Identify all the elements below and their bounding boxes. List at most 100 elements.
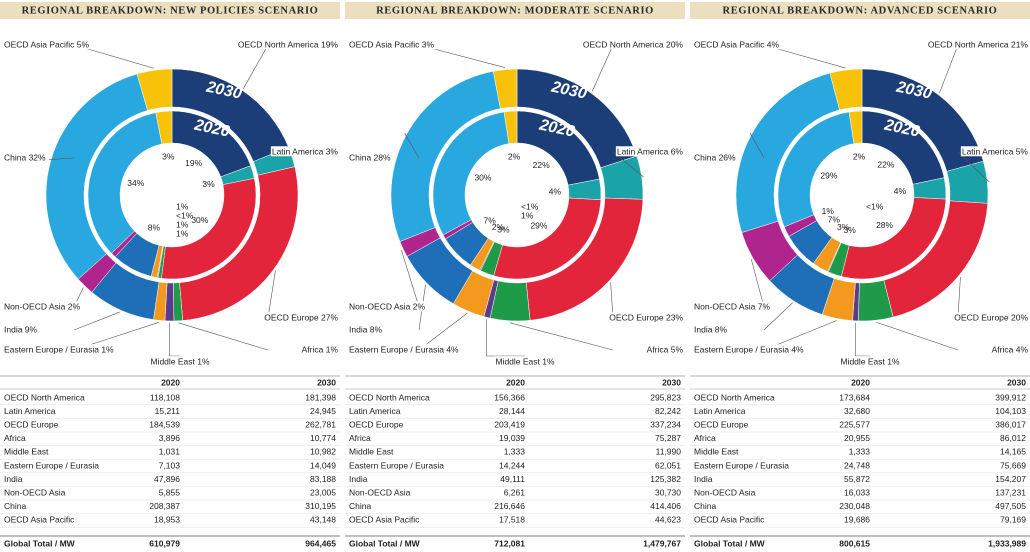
total-label: Global Total / MW <box>694 538 766 548</box>
total-label: Global Total / MW <box>4 538 76 548</box>
label-bg <box>348 324 384 335</box>
label-bg <box>300 344 340 355</box>
cell-2020: 7,103 <box>159 460 181 470</box>
leader-line <box>750 259 765 308</box>
panel-title: REGIONAL BREAKDOWN: NEW POLICIES SCENARI… <box>22 5 319 16</box>
inner-percent-label: <1% <box>866 201 884 211</box>
column-header: 2020 <box>506 377 525 387</box>
cell-2030: 83,188 <box>310 474 336 484</box>
outer-label: OECD Asia Pacific 4% <box>694 39 779 49</box>
row-name: Non-OECD Asia <box>349 487 411 497</box>
cell-2020: 156,366 <box>494 392 525 402</box>
outer-label: Africa 4% <box>992 344 1029 354</box>
cell-2020: 118,108 <box>150 392 180 402</box>
cell-2030: 24,945 <box>310 406 336 416</box>
row-name: India <box>349 474 368 484</box>
donut-segment <box>503 110 518 144</box>
inner-percent-label: 2% <box>492 222 505 232</box>
row-name: Africa <box>4 433 26 443</box>
inner-percent-label: 7% <box>828 215 841 225</box>
donut-segment <box>492 68 518 109</box>
cell-2020: 20,955 <box>844 433 870 443</box>
label-bg <box>693 39 781 50</box>
label-bg <box>693 324 729 335</box>
cell-2020: 3,896 <box>159 433 181 443</box>
donut-segment <box>829 68 863 111</box>
total-2030: 1,933,989 <box>988 538 1026 548</box>
row-name: OECD Asia Pacific <box>4 515 75 525</box>
inner-percent-label: 3% <box>844 225 857 235</box>
donut-segment <box>87 112 163 254</box>
inner-percent-label: <1% <box>176 210 194 220</box>
title-bar <box>345 2 685 19</box>
outer-label: Eastern Europe / Eurasia 1% <box>4 344 114 354</box>
leader-line <box>404 133 420 159</box>
leader-line <box>48 157 75 161</box>
outer-label: Eastern Europe / Eurasia 4% <box>694 344 804 354</box>
donut-segment <box>136 68 173 111</box>
total-2020: 712,081 <box>494 538 525 548</box>
label-bg <box>3 324 39 335</box>
leader-line <box>418 312 468 351</box>
outer-label: Latin America 6% <box>617 146 684 156</box>
donut-segment <box>432 111 510 236</box>
total-label: Global Total / MW <box>349 538 421 548</box>
cell-2030: 10,982 <box>310 447 336 457</box>
cell-2020: 1,333 <box>504 447 526 457</box>
cell-2030: 44,623 <box>655 515 681 525</box>
cell-2020: 32,680 <box>844 406 870 416</box>
leader-line <box>591 44 614 92</box>
label-bg <box>3 344 116 355</box>
row-name: India <box>4 474 23 484</box>
label-bg <box>645 344 685 355</box>
row-name: OECD Europe <box>349 419 404 429</box>
leader-line <box>610 282 614 319</box>
row-name: OECD Asia Pacific <box>349 515 420 525</box>
column-header: 2030 <box>662 377 681 387</box>
panel-title: REGIONAL BREAKDOWN: MODERATE SCENARIO <box>376 5 654 16</box>
inner-percent-label: 19% <box>185 158 202 168</box>
label-bg <box>3 39 91 50</box>
label-bg <box>953 312 1030 323</box>
leader-line <box>73 311 121 331</box>
outer-label: Middle East 1% <box>150 356 209 366</box>
inner-percent-label: 30% <box>474 172 491 182</box>
inner-percent-label: 1% <box>176 201 189 211</box>
donut-segment <box>155 110 173 145</box>
label-bg <box>839 356 901 367</box>
column-header: 2020 <box>161 377 180 387</box>
outer-label: India 9% <box>4 324 38 334</box>
cell-2020: 28,144 <box>499 406 525 416</box>
label-bg <box>960 146 1030 157</box>
leader-line <box>178 322 269 351</box>
cell-2030: 497,505 <box>995 501 1026 511</box>
label-bg <box>494 356 556 367</box>
cell-2030: 386,017 <box>995 419 1026 429</box>
outer-label: OECD Asia Pacific 5% <box>4 39 89 49</box>
row-name: Eastern Europe / Eurasia <box>4 460 99 470</box>
leader-line <box>401 249 420 308</box>
outer-label: Non-OECD Asia 2% <box>4 301 80 311</box>
title-bar <box>0 2 340 19</box>
row-name: Africa <box>694 433 716 443</box>
inner-percent-label: 34% <box>127 178 144 188</box>
label-bg <box>693 152 738 163</box>
outer-label: OECD North America 20% <box>583 39 684 49</box>
label-bg <box>608 312 685 323</box>
inner-percent-label: 2% <box>508 151 521 161</box>
cell-2030: 10,774 <box>310 433 336 443</box>
leader-line <box>939 44 959 94</box>
cell-2030: 104,103 <box>995 406 1026 416</box>
row-name: OECD Asia Pacific <box>694 515 765 525</box>
inner-percent-label: 22% <box>877 160 894 170</box>
donut-segment <box>45 73 148 280</box>
outer-label: China 26% <box>694 152 736 162</box>
label-bg <box>263 312 340 323</box>
inner-percent-label: 7% <box>483 216 496 226</box>
row-name: Middle East <box>4 447 49 457</box>
cell-2020: 49,111 <box>500 474 525 484</box>
cell-2020: 15,211 <box>155 406 181 416</box>
inner-percent-label: 1% <box>521 210 534 220</box>
leader-line <box>243 44 269 89</box>
label-bg <box>926 39 1030 50</box>
